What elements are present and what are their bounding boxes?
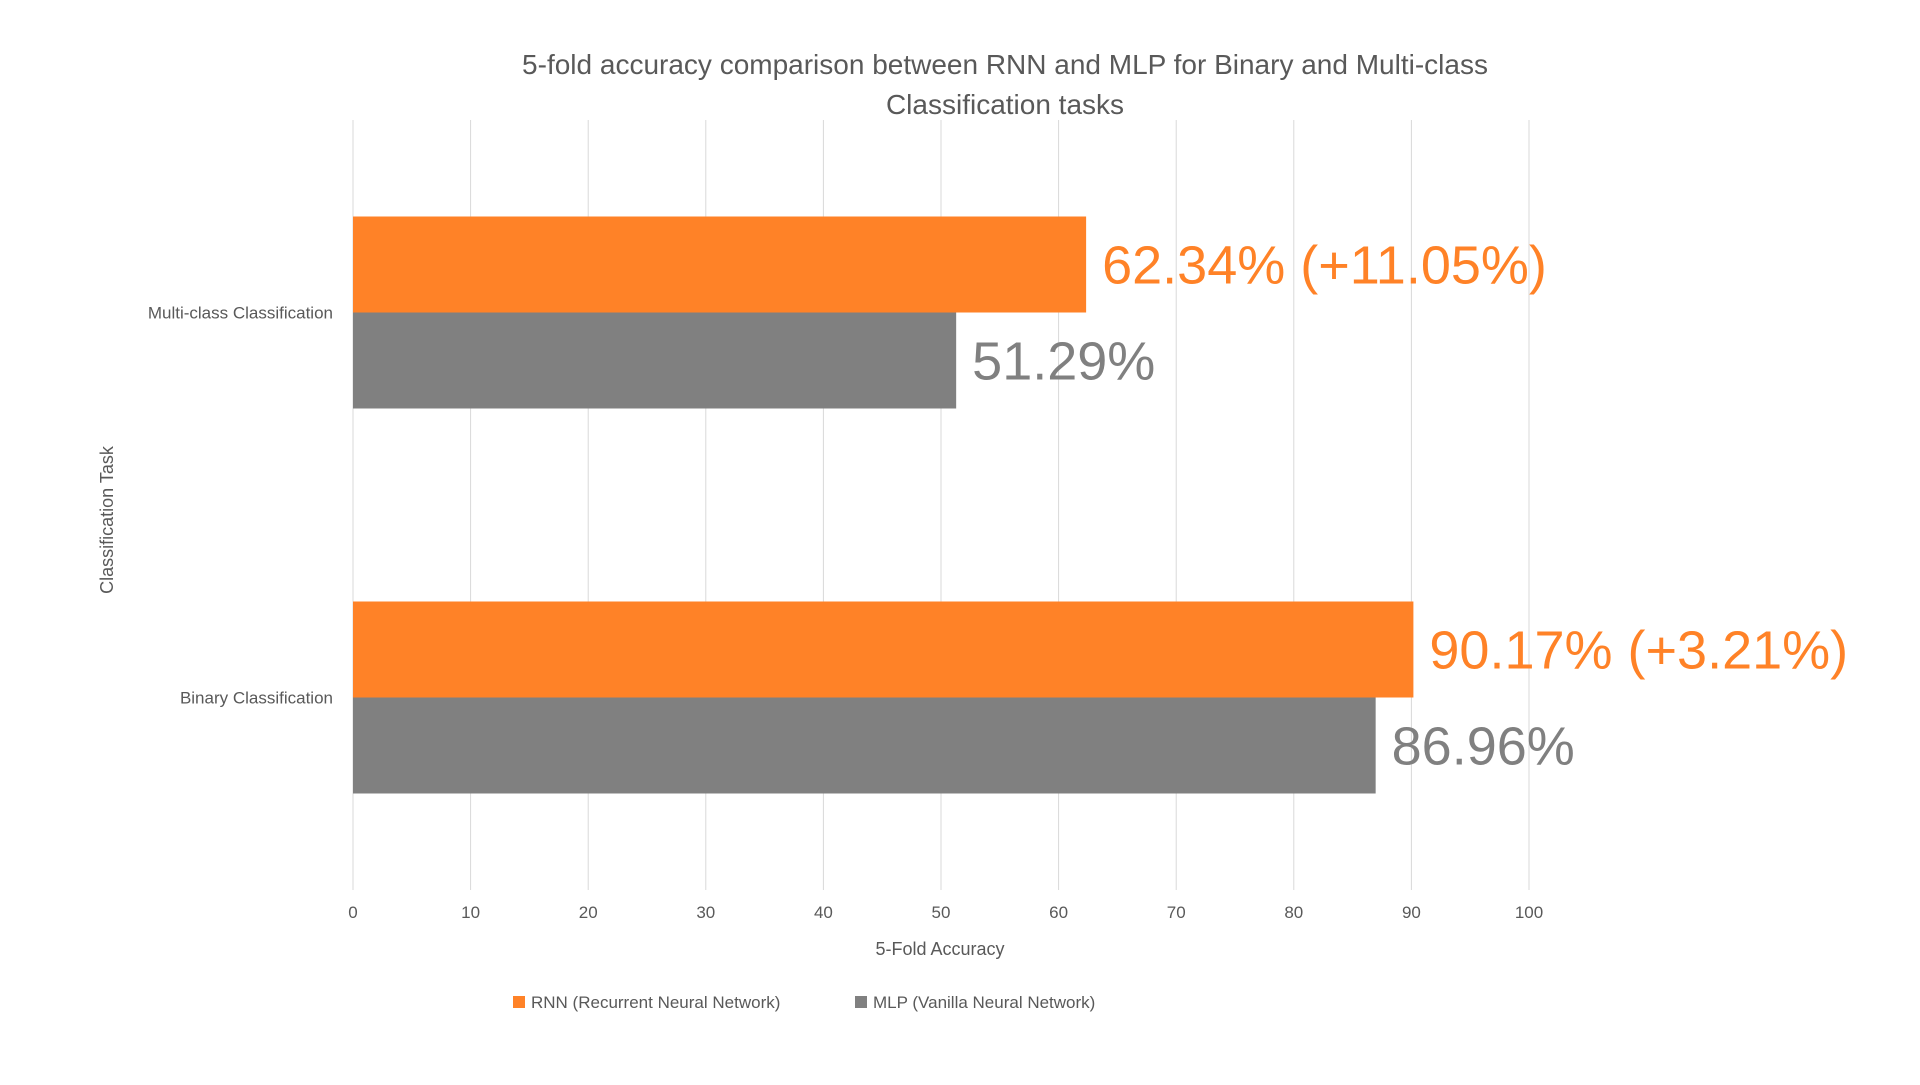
- x-tick-label: 40: [814, 903, 833, 922]
- x-tick-label: 100: [1515, 903, 1543, 922]
- x-tick-label: 90: [1402, 903, 1421, 922]
- legend: RNN (Recurrent Neural Network) MLP (Vanil…: [513, 993, 1095, 1012]
- legend-swatch: [513, 996, 525, 1008]
- data-labels: 62.34% (+11.05%) 51.29% 90.17% (+3.21%) 86.…: [972, 236, 1848, 777]
- x-tick-label: 70: [1167, 903, 1186, 922]
- legend-swatch: [855, 996, 867, 1008]
- legend-label: RNN (Recurrent Neural Network): [531, 993, 780, 1012]
- bar: [353, 312, 957, 409]
- chart-title-line-2: Classification tasks: [886, 89, 1124, 120]
- x-tick-label: 80: [1284, 903, 1303, 922]
- x-tick-label: 10: [461, 903, 480, 922]
- data-label: 86.96%: [1392, 717, 1575, 777]
- x-tick-labels: 0 10 20 30 40 50 60 70 80 90 100: [348, 903, 1543, 922]
- x-axis-title: 5-Fold Accuracy: [875, 939, 1004, 959]
- x-tick-label: 60: [1049, 903, 1068, 922]
- data-label: 51.29%: [972, 332, 1155, 392]
- bar: [353, 216, 1087, 313]
- legend-label: MLP (Vanilla Neural Network): [873, 993, 1095, 1012]
- y-axis-title: Classification Task: [97, 445, 117, 594]
- x-tick-label: 20: [579, 903, 598, 922]
- x-tick-label: 50: [932, 903, 951, 922]
- x-tick-label: 30: [696, 903, 715, 922]
- chart-title-line-1: 5-fold accuracy comparison between RNN a…: [522, 49, 1488, 80]
- y-tick-label: Multi-class Classification: [148, 304, 333, 323]
- bar: [353, 601, 1414, 698]
- y-tick-labels: Multi-class Classification Binary Classif…: [148, 304, 333, 708]
- data-label: 62.34% (+11.05%): [1102, 236, 1547, 296]
- data-label: 90.17% (+3.21%): [1429, 621, 1848, 681]
- x-tick-label: 0: [348, 903, 357, 922]
- bar: [353, 697, 1376, 794]
- bars: [353, 216, 1414, 794]
- y-tick-label: Binary Classification: [180, 689, 333, 708]
